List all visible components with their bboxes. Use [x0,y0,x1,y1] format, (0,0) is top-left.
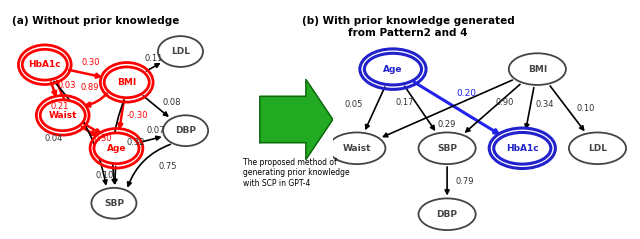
Text: LDL: LDL [171,47,190,56]
Ellipse shape [328,132,385,164]
Text: 0.89: 0.89 [81,83,99,92]
Ellipse shape [419,132,476,164]
Text: 0.32: 0.32 [127,138,145,147]
Text: 0.90: 0.90 [495,98,513,107]
Text: BMI: BMI [117,78,136,87]
Text: BMI: BMI [528,65,547,74]
Text: HbA1c: HbA1c [29,60,61,69]
Text: (a) Without prior knowledge: (a) Without prior knowledge [12,16,179,26]
Polygon shape [260,80,333,159]
Text: 0.05: 0.05 [345,100,363,109]
Ellipse shape [94,133,139,164]
Ellipse shape [22,49,67,80]
Text: 0.03: 0.03 [58,81,76,90]
Text: 0.17: 0.17 [396,98,414,107]
Ellipse shape [158,36,203,67]
Ellipse shape [569,132,626,164]
Text: Waist: Waist [49,111,77,120]
Ellipse shape [419,198,476,230]
Text: The proposed method of
generating prior knowledge
with SCP in GPT-4: The proposed method of generating prior … [243,158,350,188]
Text: -0.30: -0.30 [126,111,148,120]
Ellipse shape [163,115,208,146]
Text: 0.79: 0.79 [456,177,474,186]
Text: Age: Age [107,144,126,153]
Text: (b) With prior knowledge generated
from Pattern2 and 4: (b) With prior knowledge generated from … [301,16,515,38]
Ellipse shape [40,100,85,131]
Text: 0.10: 0.10 [576,104,595,113]
Text: SBP: SBP [437,144,457,153]
Text: Waist: Waist [342,144,371,153]
Ellipse shape [364,53,422,85]
Ellipse shape [493,132,551,164]
Text: DBP: DBP [436,210,458,219]
Text: HbA1c: HbA1c [506,144,539,153]
Text: Age: Age [383,65,403,74]
Text: 0.34: 0.34 [536,100,554,109]
Text: 0.30: 0.30 [93,134,111,143]
Text: 0.10: 0.10 [96,171,114,180]
Text: LDL: LDL [588,144,607,153]
Text: 0.07: 0.07 [147,126,165,135]
Text: 0.20: 0.20 [457,89,477,98]
Text: 0.30: 0.30 [82,58,100,67]
Text: 0.04: 0.04 [45,134,63,143]
Text: DBP: DBP [175,126,196,135]
Text: 0.08: 0.08 [163,98,180,107]
Ellipse shape [104,67,149,98]
Text: 0.11: 0.11 [145,54,163,63]
Text: SBP: SBP [104,199,124,208]
Ellipse shape [509,53,566,85]
Text: 0.75: 0.75 [159,163,177,171]
Text: 0.21: 0.21 [51,102,69,111]
Text: 0.29: 0.29 [438,120,456,129]
Ellipse shape [92,188,136,219]
